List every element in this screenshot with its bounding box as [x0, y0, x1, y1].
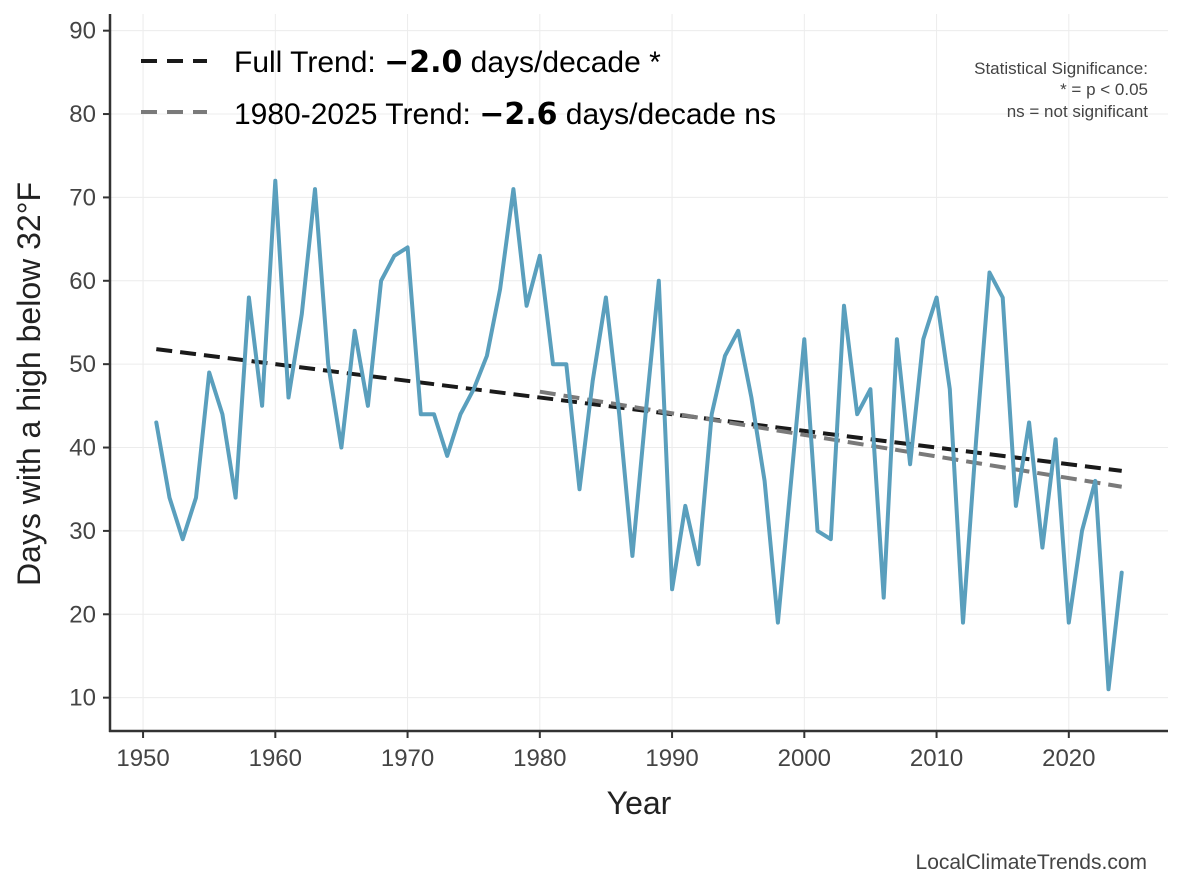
legend: Full Trend: −2.0 days/decade * 1980-2025…: [141, 45, 776, 132]
legend-recent-suffix: days/decade ns: [557, 98, 775, 131]
legend-label-full-trend: Full Trend: −2.0 days/decade *: [234, 45, 661, 80]
x-tick-label-2010: 2010: [910, 745, 963, 772]
legend-label-recent-trend: 1980-2025 Trend: −2.6 days/decade ns: [234, 97, 776, 132]
y-tick-label-80: 80: [69, 101, 96, 128]
x-tick-label-2020: 2020: [1042, 745, 1095, 772]
y-tick-label-20: 20: [69, 601, 96, 628]
significance-title: Statistical Significance:: [974, 59, 1148, 78]
y-tick-label-70: 70: [69, 184, 96, 211]
recent-trend-line: [539, 389, 1123, 489]
x-tick-label-1960: 1960: [249, 745, 302, 772]
y-axis-title: Days with a high below 32°F: [11, 182, 47, 586]
significance-star: * = p < 0.05: [1060, 80, 1148, 99]
x-tick-label-2000: 2000: [778, 745, 831, 772]
y-tick-label-90: 90: [69, 18, 96, 45]
x-tick-label-1990: 1990: [645, 745, 698, 772]
x-tick-label-1970: 1970: [381, 745, 434, 772]
full-trend-line: [156, 347, 1122, 473]
x-tick-label-1980: 1980: [513, 745, 566, 772]
legend-full-value: −2.0: [384, 45, 462, 80]
legend-recent-value: −2.6: [479, 97, 557, 132]
legend-full-suffix: days/decade *: [462, 46, 661, 79]
y-tick-label-30: 30: [69, 518, 96, 545]
y-ticks: 10 20 30 40 50 60 70 80 90: [69, 18, 110, 712]
significance-note: Statistical Significance: * = p < 0.05 n…: [974, 59, 1148, 121]
x-ticks: 1950 1960 1970 1980 1990 2000 2010 2020: [116, 731, 1096, 772]
data-series: [154, 178, 1124, 692]
axes: [108, 14, 1168, 733]
source-credit: LocalClimateTrends.com: [916, 851, 1147, 874]
significance-ns: ns = not significant: [1007, 102, 1149, 121]
legend-full-prefix: Full Trend:: [234, 46, 384, 79]
y-tick-label-60: 60: [69, 268, 96, 295]
x-axis-title: Year: [607, 785, 672, 821]
y-tick-label-10: 10: [69, 685, 96, 712]
series-line-0: [154, 178, 1124, 692]
legend-recent-prefix: 1980-2025 Trend:: [234, 98, 479, 131]
x-tick-label-1950: 1950: [116, 745, 169, 772]
y-tick-label-50: 50: [69, 351, 96, 378]
y-tick-label-40: 40: [69, 435, 96, 462]
trend-lines: [156, 347, 1123, 489]
